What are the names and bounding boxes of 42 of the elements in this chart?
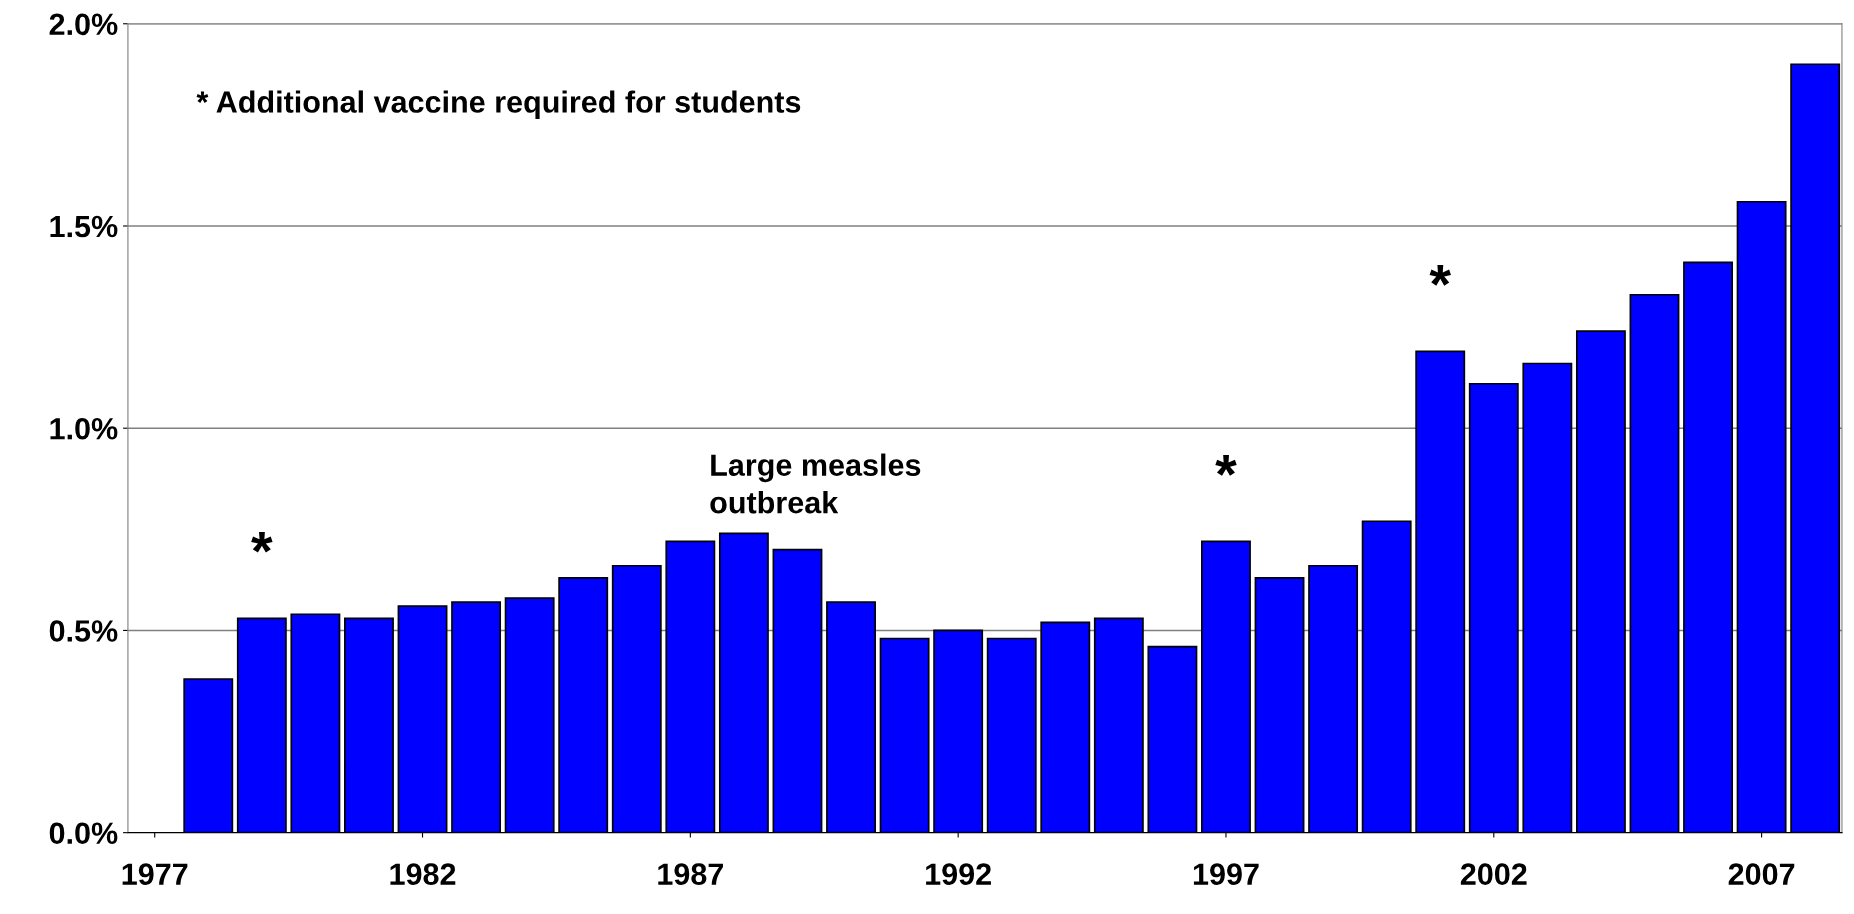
bar	[1683, 261, 1733, 833]
bar	[1575, 330, 1626, 833]
x-tick-label: 1997	[1193, 863, 1259, 885]
bar	[1308, 564, 1359, 833]
bar	[558, 577, 609, 833]
y-tick-label: 1.0%	[50, 417, 118, 440]
bar	[986, 637, 1037, 833]
annotation: *	[251, 531, 273, 553]
bar	[183, 678, 234, 833]
y-tick-label: 2.0%	[49, 13, 118, 36]
bar	[718, 532, 769, 833]
bar	[1040, 621, 1091, 833]
bar	[1415, 350, 1466, 833]
bar	[1093, 617, 1144, 833]
bar	[1361, 520, 1412, 833]
y-tick-label: 0.5%	[49, 620, 118, 642]
bar	[290, 613, 341, 833]
bar	[772, 548, 823, 833]
x-tick-label: 1977	[122, 863, 188, 885]
annotation: *	[1215, 455, 1237, 476]
bar	[236, 617, 287, 833]
bar	[826, 601, 876, 833]
y-tick-label: 1.5%	[50, 215, 118, 238]
bar	[879, 637, 930, 833]
bar	[344, 617, 394, 833]
bar	[1147, 645, 1198, 833]
bar	[451, 601, 502, 833]
annotation: * Additional vaccine required for students	[196, 90, 801, 119]
x-tick-label: 1987	[658, 863, 723, 885]
annotation: Large measles outbreak	[710, 453, 921, 514]
bar	[1629, 293, 1680, 833]
y-tick-label: 0.0%	[49, 822, 118, 845]
annotation: *	[1429, 265, 1451, 286]
x-tick-label: 1992	[926, 863, 991, 885]
x-tick-label: 2002	[1460, 863, 1527, 885]
bar	[611, 564, 662, 833]
bar	[1522, 362, 1573, 833]
bar	[1790, 63, 1841, 833]
x-tick-label: 1982	[390, 863, 456, 885]
bar	[1254, 577, 1305, 833]
x-tick-label: 2007	[1728, 863, 1795, 885]
bar	[504, 597, 555, 833]
